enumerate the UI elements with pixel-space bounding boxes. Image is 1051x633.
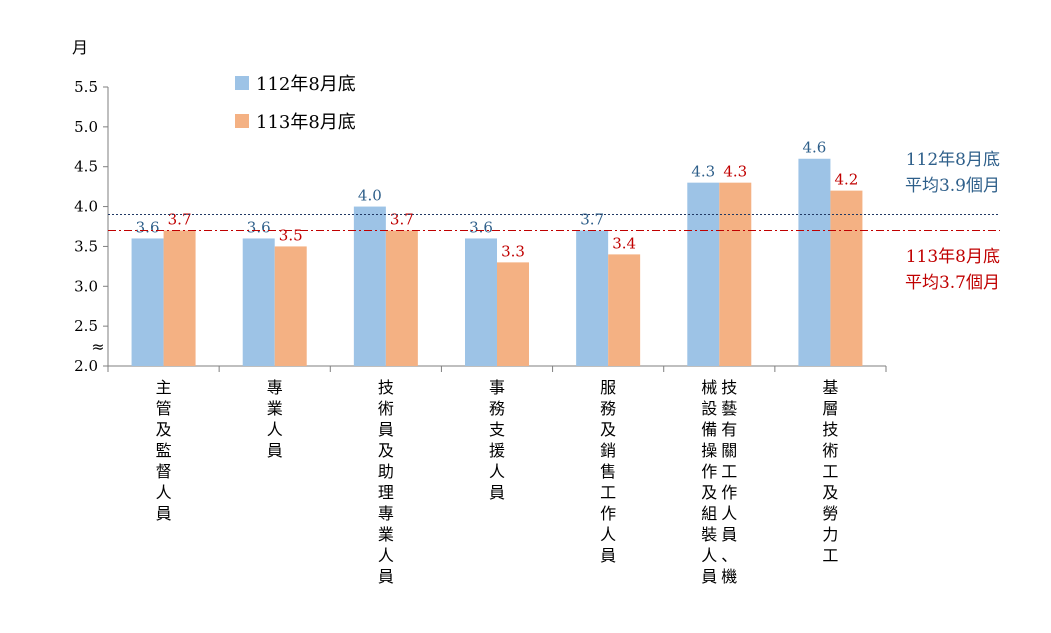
axis-break-symbol: ≈: [91, 337, 104, 356]
bar-113: [719, 182, 752, 366]
bar-value-label: 4.3: [691, 163, 715, 181]
bar-112: [465, 238, 497, 366]
bar-value-label: 3.6: [247, 218, 271, 236]
bar-113: [274, 246, 307, 366]
bar-112: [798, 158, 831, 366]
y-tick-label: 2.0: [74, 357, 98, 375]
bar-value-label: 4.3: [723, 163, 747, 181]
legend-swatch: [235, 114, 249, 128]
bar-112: [687, 182, 720, 366]
y-tick-label: 4.5: [74, 158, 98, 176]
category-label: 技術員及助理專業人員: [378, 378, 394, 586]
bar-113: [385, 230, 418, 366]
y-tick-label: 2.5: [74, 317, 98, 335]
category-label: 基層技術工及勞力工: [822, 378, 838, 565]
bar-112: [353, 206, 386, 366]
legend-swatch: [235, 76, 249, 90]
bar-value-label: 3.7: [580, 210, 604, 228]
category-label: 專業人員: [267, 378, 283, 460]
bar-value-label: 4.2: [834, 171, 858, 189]
y-axis-unit-label: 月: [72, 38, 88, 57]
bar-value-label: 3.3: [501, 242, 525, 260]
bar-113: [608, 254, 641, 366]
bar-113: [497, 262, 529, 366]
bar-113: [830, 190, 863, 366]
legend-label: 113年8月底: [256, 112, 356, 133]
bar-112: [576, 230, 609, 366]
category-label: 事務支援人員: [489, 378, 505, 502]
reference-line-label: 113年8月底: [906, 247, 1000, 267]
bar-value-label: 3.5: [279, 226, 303, 244]
y-tick-label: 5.5: [74, 78, 98, 96]
bar-value-label: 3.6: [136, 218, 160, 236]
bar-value-label: 4.6: [802, 139, 826, 157]
reference-line-label: 平均3.7個月: [905, 273, 1000, 293]
bar-value-label: 3.6: [469, 218, 493, 236]
bar-113: [163, 230, 196, 366]
category-label: 服務及銷售工作人員: [600, 378, 616, 565]
reference-line-label: 平均3.9個月: [905, 176, 1000, 196]
bar-value-label: 3.7: [168, 210, 192, 228]
plot-area: 2.0 2.5 3.0 3.5 4.0 4.5 5.0 5.5 ≈3.6 3.6 4.0 3.6 3.7…: [74, 74, 1000, 586]
axis-break-mask: [94, 340, 106, 353]
reference-line-label: 112年8月底: [906, 150, 1000, 170]
bar-112: [131, 238, 164, 366]
bar-112: [242, 238, 275, 366]
category-label: 械設備操作及組裝人員: [701, 378, 717, 586]
y-tick-label: 3.0: [74, 277, 98, 295]
y-tick-label: 4.0: [74, 198, 98, 216]
bar-value-label: 3.4: [612, 234, 636, 252]
category-label: 技藝有關工作人員、機: [721, 378, 737, 586]
bar-value-label: 3.7: [390, 210, 414, 228]
y-tick-label: 5.0: [74, 118, 98, 136]
y-tick-label: 3.5: [74, 237, 98, 255]
legend-label: 112年8月底: [256, 74, 356, 95]
bar-value-label: 4.0: [358, 187, 382, 205]
category-label: 主管及監督人員: [156, 378, 172, 523]
